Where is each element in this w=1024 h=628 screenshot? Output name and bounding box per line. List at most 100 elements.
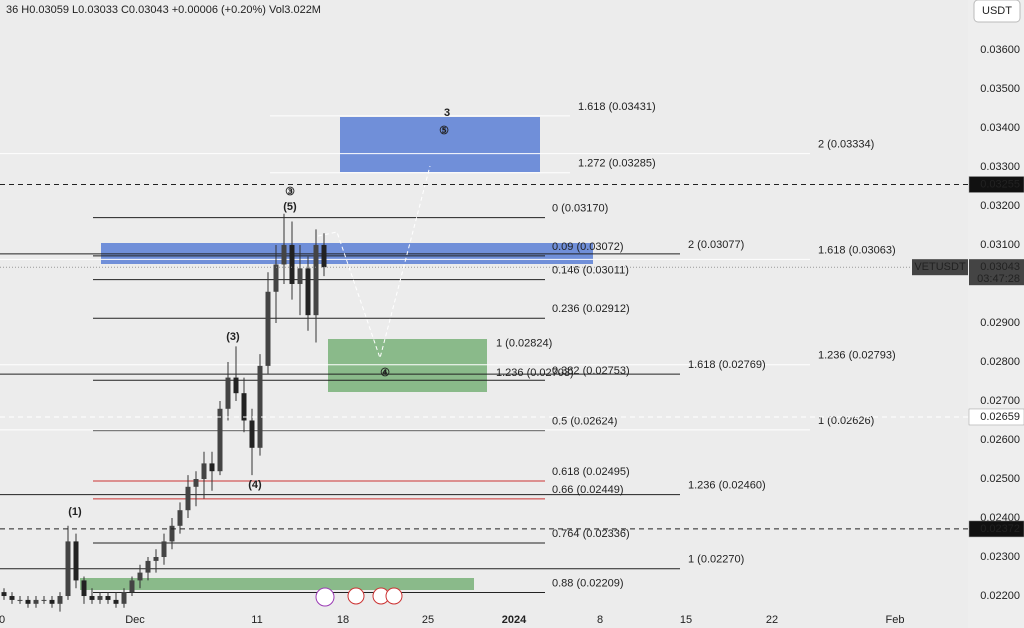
candle-body <box>33 599 39 604</box>
fib-level-label: 2 (0.03334) <box>818 139 874 151</box>
event-icon <box>315 587 335 607</box>
candle-body <box>89 596 95 600</box>
x-tick-label: 11 <box>251 614 262 626</box>
candle-body <box>161 541 167 558</box>
candle-body <box>225 377 231 409</box>
y-tick-label: 0.03200 <box>980 200 1020 212</box>
candle-body <box>193 478 199 487</box>
candle-body <box>273 264 279 292</box>
y-tick-label: 0.03100 <box>980 239 1020 251</box>
candle-body <box>153 557 159 561</box>
candle-body <box>217 408 223 472</box>
x-tick-label: 8 <box>597 614 603 626</box>
wave-label: (1) <box>68 506 82 518</box>
fib-level-label: 0.88 (0.02209) <box>552 577 624 589</box>
candle-body <box>241 393 247 421</box>
x-tick-label: 18 <box>337 614 349 626</box>
x-tick-label: 15 <box>680 614 692 626</box>
y-tick-label: 0.02900 <box>980 317 1020 329</box>
fib-level-label: 0.236 (0.02912) <box>552 303 630 315</box>
candle-body <box>9 596 15 600</box>
candle-body <box>209 463 215 472</box>
candle-body <box>137 572 143 581</box>
event-icons <box>315 587 403 607</box>
fib-level-label: 1 (0.02270) <box>688 554 744 566</box>
target-zone <box>340 117 540 172</box>
candle-body <box>145 560 151 573</box>
price-marker-label: 0.02659 <box>980 411 1020 423</box>
y-tick-label: 0.02700 <box>980 395 1020 407</box>
fib-level-label: 1.272 (0.03285) <box>578 158 656 170</box>
wave-label: (3) <box>226 331 240 343</box>
x-tick-label: 2024 <box>502 614 527 626</box>
y-tick-label: 0.02800 <box>980 356 1020 368</box>
candle-body <box>289 244 295 284</box>
candle-body <box>297 268 303 284</box>
price-marker-label: 0.03255 <box>980 178 1020 190</box>
price-marker-box <box>968 408 1024 426</box>
symbol-label: VETUSDT <box>914 261 966 273</box>
event-icon <box>385 587 403 605</box>
x-tick-label: 25 <box>422 614 434 626</box>
fib-level-label: 0.618 (0.02495) <box>552 466 630 478</box>
candle-body <box>105 596 111 600</box>
candle-body <box>177 510 183 526</box>
wave-label: (4) <box>248 479 262 491</box>
candle-body <box>257 365 263 448</box>
candle-body <box>265 291 271 366</box>
ohlc-header: 36 H0.03059 L0.03033 C0.03043 +0.00006 (… <box>6 4 321 16</box>
y-tick-label: 0.03600 <box>980 44 1020 56</box>
fib-level-label: 1.236 (0.02460) <box>688 480 766 492</box>
candle-body <box>169 525 175 542</box>
candle-body <box>121 592 127 604</box>
x-tick-label: 0 <box>0 614 5 626</box>
candle-body <box>97 596 103 600</box>
wave-label: ③ <box>285 186 295 198</box>
wave-label: ⑤ <box>439 125 449 137</box>
y-tick-label: 0.02300 <box>980 551 1020 563</box>
candle-body <box>73 541 79 581</box>
fib-level-label: 0.382 (0.02753) <box>552 365 630 377</box>
y-tick-label: 0.03500 <box>980 83 1020 95</box>
fib-level-label: 0.09 (0.03072) <box>552 241 624 253</box>
fib-level-label: 0.5 (0.02624) <box>552 416 617 428</box>
wave-label: ④ <box>380 367 390 379</box>
candle-body <box>129 580 135 593</box>
currency-button-label[interactable]: USDT <box>982 5 1012 17</box>
fib-level-label: 1.618 (0.02769) <box>688 359 766 371</box>
fib-level-label: 1 (0.02626) <box>818 415 874 427</box>
fib-level-label: 0.146 (0.03011) <box>552 265 629 277</box>
base-zone <box>80 578 474 590</box>
event-icon <box>347 587 365 605</box>
x-tick-label: Feb <box>886 614 905 626</box>
candle-body <box>305 268 311 316</box>
fib-level-label: 1.236 (0.02703) <box>496 367 574 379</box>
last-price-box <box>969 259 1024 286</box>
fib-level-label: 1 (0.02824) <box>496 338 552 350</box>
y-tick-label: 0.03300 <box>980 161 1020 173</box>
candle-body <box>201 463 207 479</box>
candle-body <box>25 599 31 604</box>
last-price-label: 0.03043 <box>980 261 1020 273</box>
candle-body <box>81 580 87 597</box>
fib-level-label: 1.618 (0.03431) <box>578 101 656 113</box>
candle-body <box>185 486 191 511</box>
candle-body <box>41 599 47 601</box>
candle-body <box>249 420 255 448</box>
wave-label: (5) <box>283 201 297 213</box>
price-marker-label: 0.02372 <box>980 523 1020 535</box>
wave-label: 3 <box>444 107 450 119</box>
fib-level-label: 2 (0.03077) <box>688 239 744 251</box>
price-marker-box <box>968 520 1024 538</box>
y-tick-label: 0.02600 <box>980 434 1020 446</box>
candle-body <box>321 244 327 268</box>
projection-path <box>317 165 431 360</box>
candle-body <box>65 541 71 597</box>
currency-button[interactable] <box>973 0 1021 23</box>
price-marker-box <box>968 176 1024 193</box>
fib-level-label: 0.66 (0.02449) <box>552 484 624 496</box>
x-tick-label: Dec <box>125 614 145 626</box>
fib-level-label: 0 (0.03170) <box>552 203 608 215</box>
